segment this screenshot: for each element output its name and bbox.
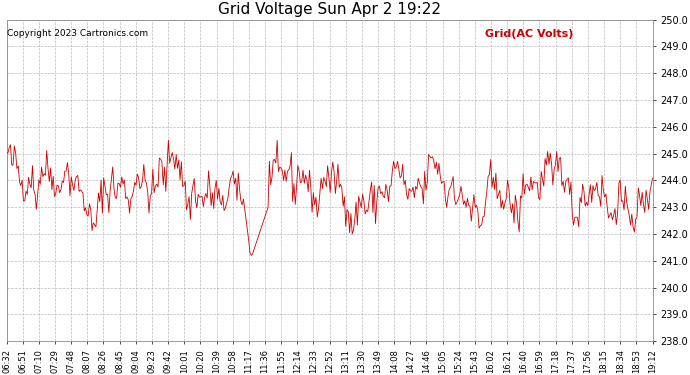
Title: Grid Voltage Sun Apr 2 19:22: Grid Voltage Sun Apr 2 19:22 <box>218 2 441 17</box>
Text: Copyright 2023 Cartronics.com: Copyright 2023 Cartronics.com <box>7 29 148 38</box>
Text: Grid(AC Volts): Grid(AC Volts) <box>484 29 573 39</box>
